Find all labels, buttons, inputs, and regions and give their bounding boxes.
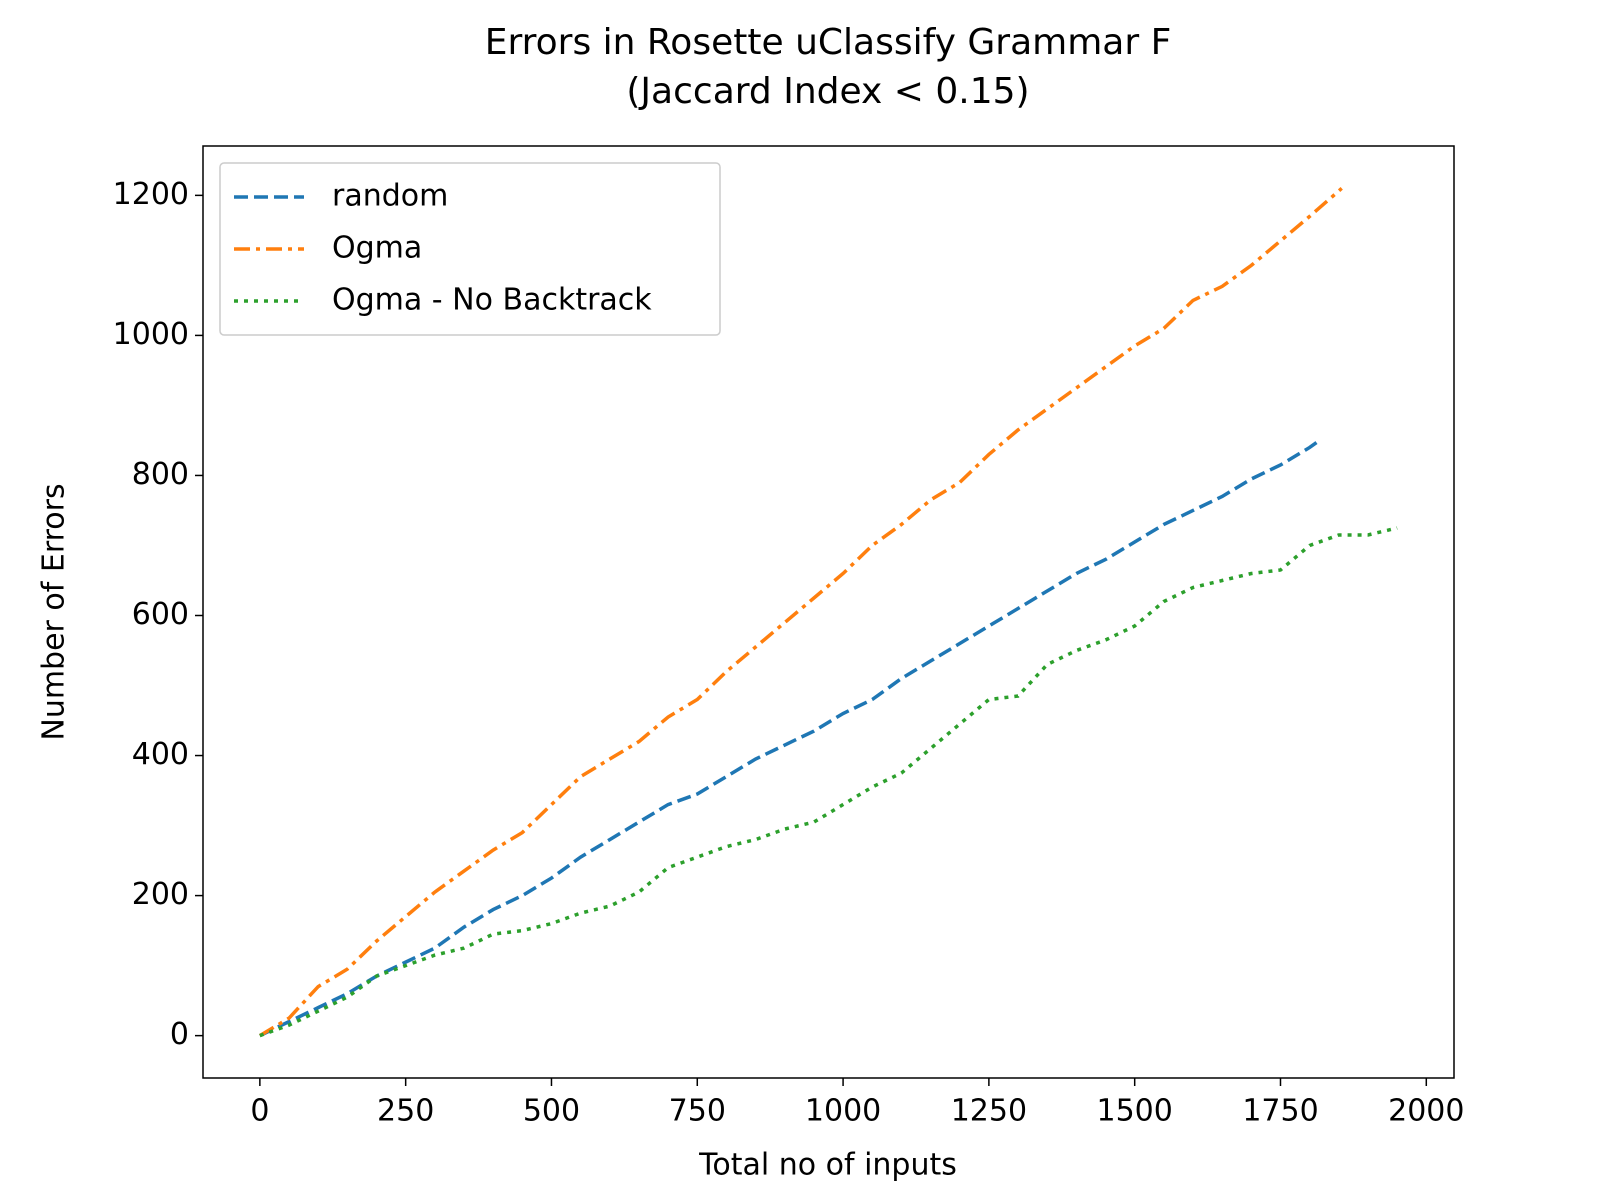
x-tick-label: 0: [250, 1094, 269, 1129]
x-tick-label: 1000: [805, 1094, 881, 1129]
x-tick-label: 250: [377, 1094, 434, 1129]
x-axis-label: Total no of inputs: [698, 1148, 957, 1183]
line-series: [259, 437, 1323, 1038]
line-series: [258, 187, 1343, 1038]
legend-box: [219, 162, 721, 336]
legend-label: Ogma - No Backtrack: [332, 283, 652, 318]
x-tick-label: 1500: [1097, 1094, 1173, 1129]
legend-label: random: [332, 179, 448, 214]
y-axis-label: Number of Errors: [37, 483, 72, 740]
y-tick-label: 1000: [113, 317, 189, 352]
y-tick-label: 1200: [113, 177, 189, 212]
x-tick-label: 1250: [951, 1094, 1027, 1129]
chart-subtitle: (Jaccard Index < 0.15): [626, 71, 1029, 112]
x-tick-label: 1750: [1242, 1094, 1318, 1129]
chart-title: Errors in Rosette uClassify Grammar F: [485, 22, 1172, 63]
legend-label: Ogma: [332, 231, 422, 266]
x-tick-label: 500: [523, 1094, 580, 1129]
x-tick-label: 750: [669, 1094, 726, 1129]
x-tick-label: 2000: [1388, 1094, 1464, 1129]
y-tick-label: 600: [132, 597, 189, 632]
y-tick-label: 0: [170, 1017, 189, 1052]
plot-frame: [202, 145, 1455, 1079]
line-series: [259, 526, 1398, 1038]
y-tick-label: 200: [132, 877, 189, 912]
y-tick-label: 800: [132, 457, 189, 492]
y-tick-label: 400: [132, 737, 189, 772]
